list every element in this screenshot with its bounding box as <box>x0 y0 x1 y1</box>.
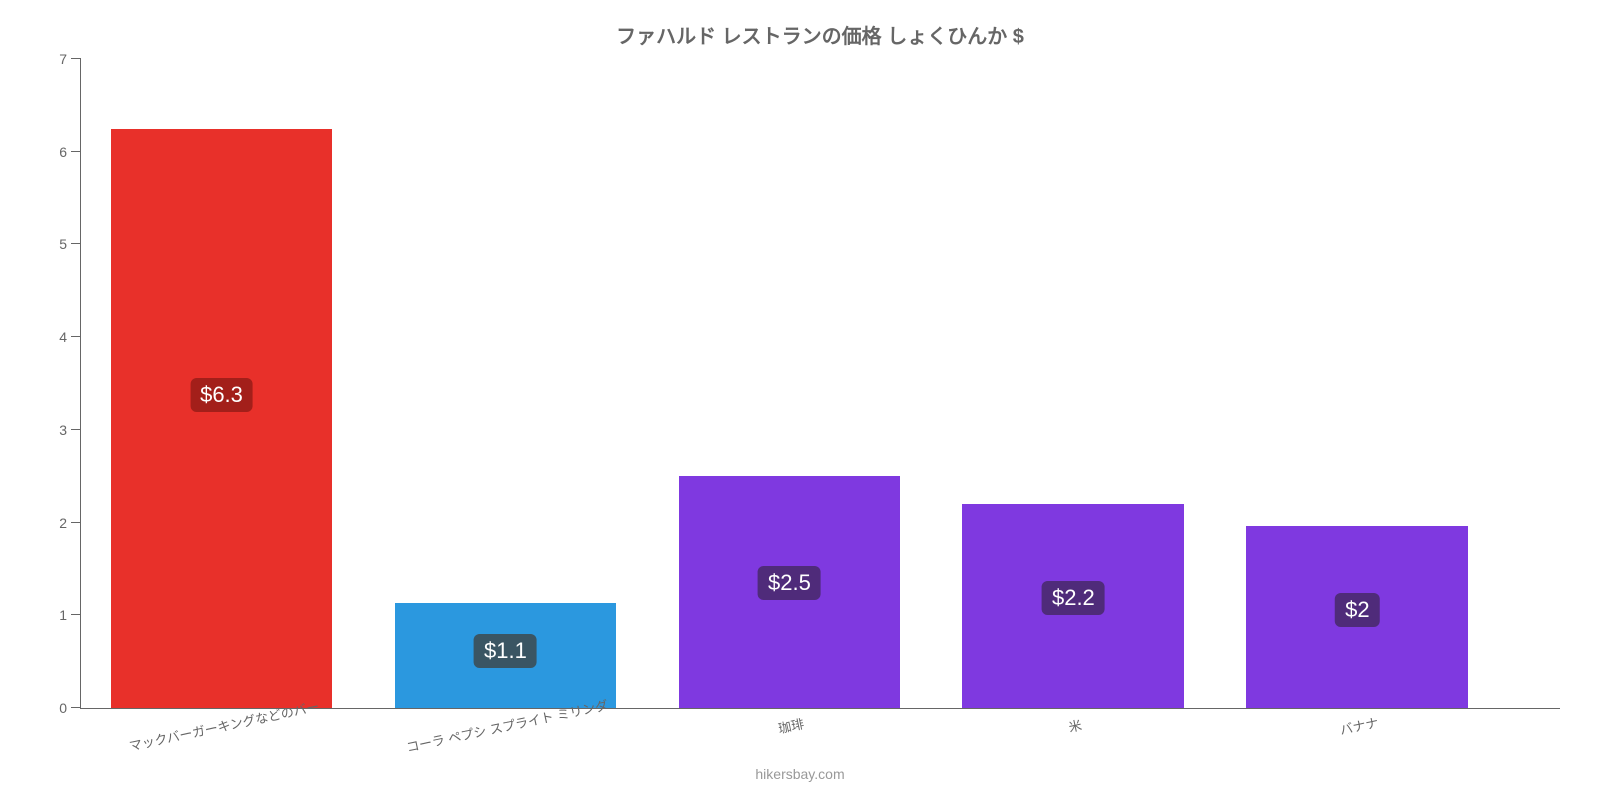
bar-value-badge: $2.2 <box>1042 581 1105 615</box>
y-axis-tick <box>71 614 81 615</box>
y-axis-label: 1 <box>59 607 67 623</box>
y-axis-tick <box>71 336 81 337</box>
y-axis-tick <box>71 707 81 708</box>
bar-value-badge: $2.5 <box>758 566 821 600</box>
y-axis-tick <box>71 522 81 523</box>
chart-attribution: hikersbay.com <box>755 766 844 782</box>
x-axis-label: 米 <box>1067 715 1084 736</box>
bar: $2.2 <box>962 504 1184 708</box>
x-axis-label: 珈琲 <box>777 713 806 737</box>
y-axis-tick <box>71 243 81 244</box>
chart-title: ファハルド レストランの価格 しょくひんか $ <box>80 20 1560 49</box>
y-axis-tick <box>71 151 81 152</box>
bar: $1.1 <box>395 603 617 708</box>
y-axis-label: 2 <box>59 515 67 531</box>
y-axis-label: 3 <box>59 422 67 438</box>
bar-value-badge: $2 <box>1335 593 1379 627</box>
bar-value-badge: $1.1 <box>474 634 537 668</box>
y-axis-label: 5 <box>59 236 67 252</box>
y-axis-label: 7 <box>59 51 67 67</box>
x-axis-label: バナナ <box>1338 712 1380 739</box>
y-axis-label: 4 <box>59 329 67 345</box>
y-axis-tick <box>71 58 81 59</box>
bar: $2.5 <box>679 476 901 708</box>
bar: $2 <box>1246 526 1468 708</box>
y-axis-label: 6 <box>59 144 67 160</box>
plot-area: 01234567$6.3マックバーガーキングなどのバー$1.1コーラ ペプシ ス… <box>80 59 1560 709</box>
price-bar-chart: ファハルド レストランの価格 しょくひんか $ 01234567$6.3マックバ… <box>0 0 1600 800</box>
bar-value-badge: $6.3 <box>190 378 253 412</box>
y-axis-tick <box>71 429 81 430</box>
y-axis-label: 0 <box>59 700 67 716</box>
bar: $6.3 <box>111 129 333 708</box>
